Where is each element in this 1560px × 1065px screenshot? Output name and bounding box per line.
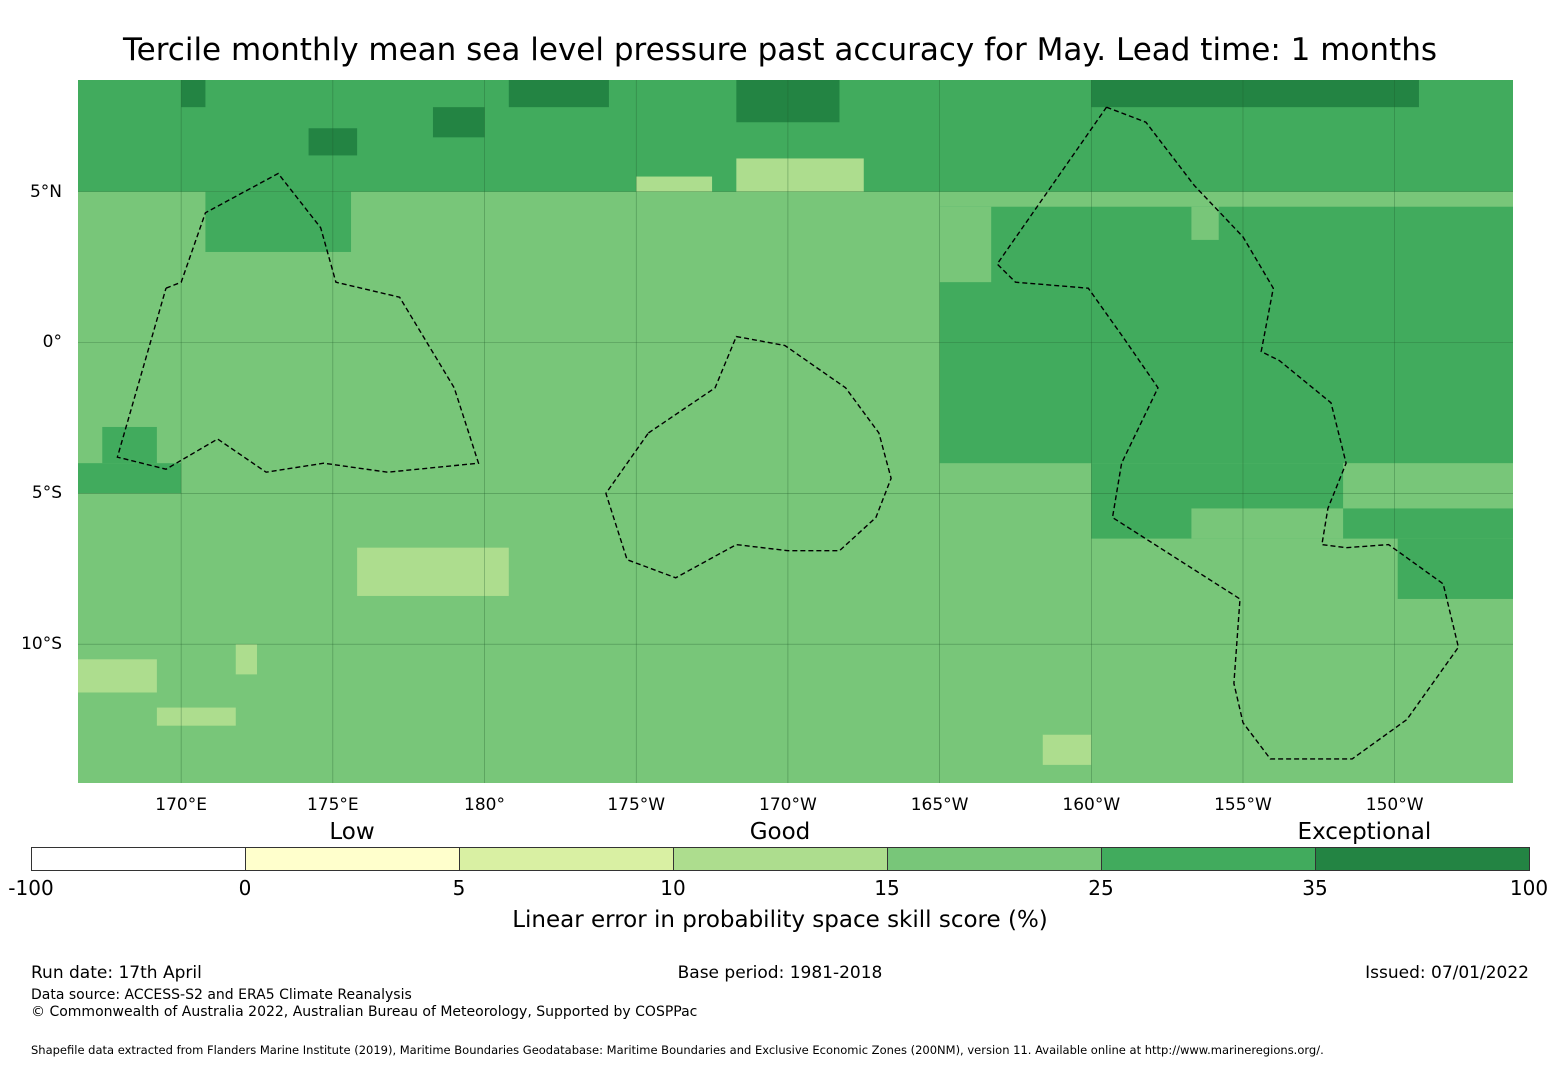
skill-region-4 — [78, 463, 182, 494]
skill-region-1 — [939, 206, 1513, 464]
colorbar-bin — [1315, 847, 1530, 871]
skill-region-8 — [1191, 206, 1219, 240]
skill-region-9 — [1191, 508, 1344, 539]
colorbar-category-label: Good — [749, 819, 811, 845]
lon-tick-label: 170°E — [155, 795, 207, 815]
colorbar-tick-label: 25 — [1088, 876, 1114, 900]
colorbar-bin — [245, 847, 460, 871]
chart-title: Tercile monthly mean sea level pressure … — [122, 32, 1437, 68]
skill-region-22 — [636, 176, 713, 192]
skill-region-7 — [939, 206, 992, 283]
skill-region-23 — [736, 158, 864, 192]
lat-tick-label: 5°N — [29, 181, 62, 202]
skill-region-6 — [1397, 538, 1513, 599]
lon-tick-label: 170°W — [759, 795, 817, 815]
issued-date: Issued: 07/01/2022 — [1365, 963, 1529, 983]
skill-region-19 — [156, 707, 236, 726]
lat-tick-label: 5°S — [31, 483, 62, 504]
skill-score-map — [78, 80, 1513, 783]
shapefile-credit: Shapefile data extracted from Flanders M… — [31, 1043, 1324, 1057]
colorbar-tick-label: 10 — [660, 876, 686, 900]
lon-tick-label: 175°W — [607, 795, 666, 815]
colorbar-bin — [31, 847, 246, 871]
eez-boundary-west — [116, 172, 480, 473]
base-period: Base period: 1981-2018 — [677, 963, 883, 983]
skill-region-21 — [1042, 734, 1092, 765]
colorbar-tick-label: 5 — [452, 876, 466, 900]
colorbar-bin — [1101, 847, 1316, 871]
skill-region-17 — [357, 547, 509, 596]
skill-region-20 — [235, 644, 257, 675]
skill-region-10 — [1343, 463, 1513, 509]
eez-boundary-east — [996, 106, 1460, 760]
skill-region-16 — [432, 107, 485, 138]
skill-region-3 — [205, 191, 352, 252]
colorbar-bin — [887, 847, 1102, 871]
skill-region-12 — [508, 80, 609, 108]
colorbar-tick-label: 100 — [1509, 876, 1549, 900]
lat-tick-label: 0° — [42, 332, 62, 353]
graticule — [78, 80, 1513, 783]
skill-region-5 — [102, 426, 157, 464]
colorbar-tick-label: 0 — [238, 876, 252, 900]
lon-tick-label: 175°E — [306, 795, 359, 815]
lon-tick-label: 155°W — [1214, 795, 1272, 815]
lon-tick-label: 165°W — [910, 795, 969, 815]
skill-region-14 — [181, 80, 206, 108]
skill-regions — [78, 80, 1513, 765]
skill-region-11 — [1091, 80, 1419, 108]
eez-boundaries — [116, 106, 1460, 760]
copyright: © Commonwealth of Australia 2022, Austra… — [31, 1004, 698, 1020]
colorbar-tick-label: 35 — [1302, 876, 1328, 900]
data-source: Data source: ACCESS-S2 and ERA5 Climate … — [31, 987, 412, 1003]
eez-boundary-central — [605, 335, 892, 579]
colorbar-tick-label: 15 — [874, 876, 900, 900]
run-date: Run date: 17th April — [31, 963, 202, 983]
lon-tick-label: 160°W — [1062, 795, 1121, 815]
colorbar-bin — [673, 847, 888, 871]
colorbar-tick-label: -100 — [8, 876, 54, 900]
skill-region-18 — [78, 659, 157, 693]
colorbar — [31, 847, 1530, 873]
lon-tick-label: 180° — [464, 795, 506, 815]
colorbar-bin — [459, 847, 674, 871]
lon-tick-label: 150°W — [1365, 795, 1424, 815]
colorbar-label: Linear error in probability space skill … — [512, 907, 1048, 933]
colorbar-category-label: Exceptional — [1297, 819, 1432, 845]
colorbar-category-label: Low — [329, 819, 375, 845]
lat-tick-label: 10°S — [21, 634, 62, 655]
